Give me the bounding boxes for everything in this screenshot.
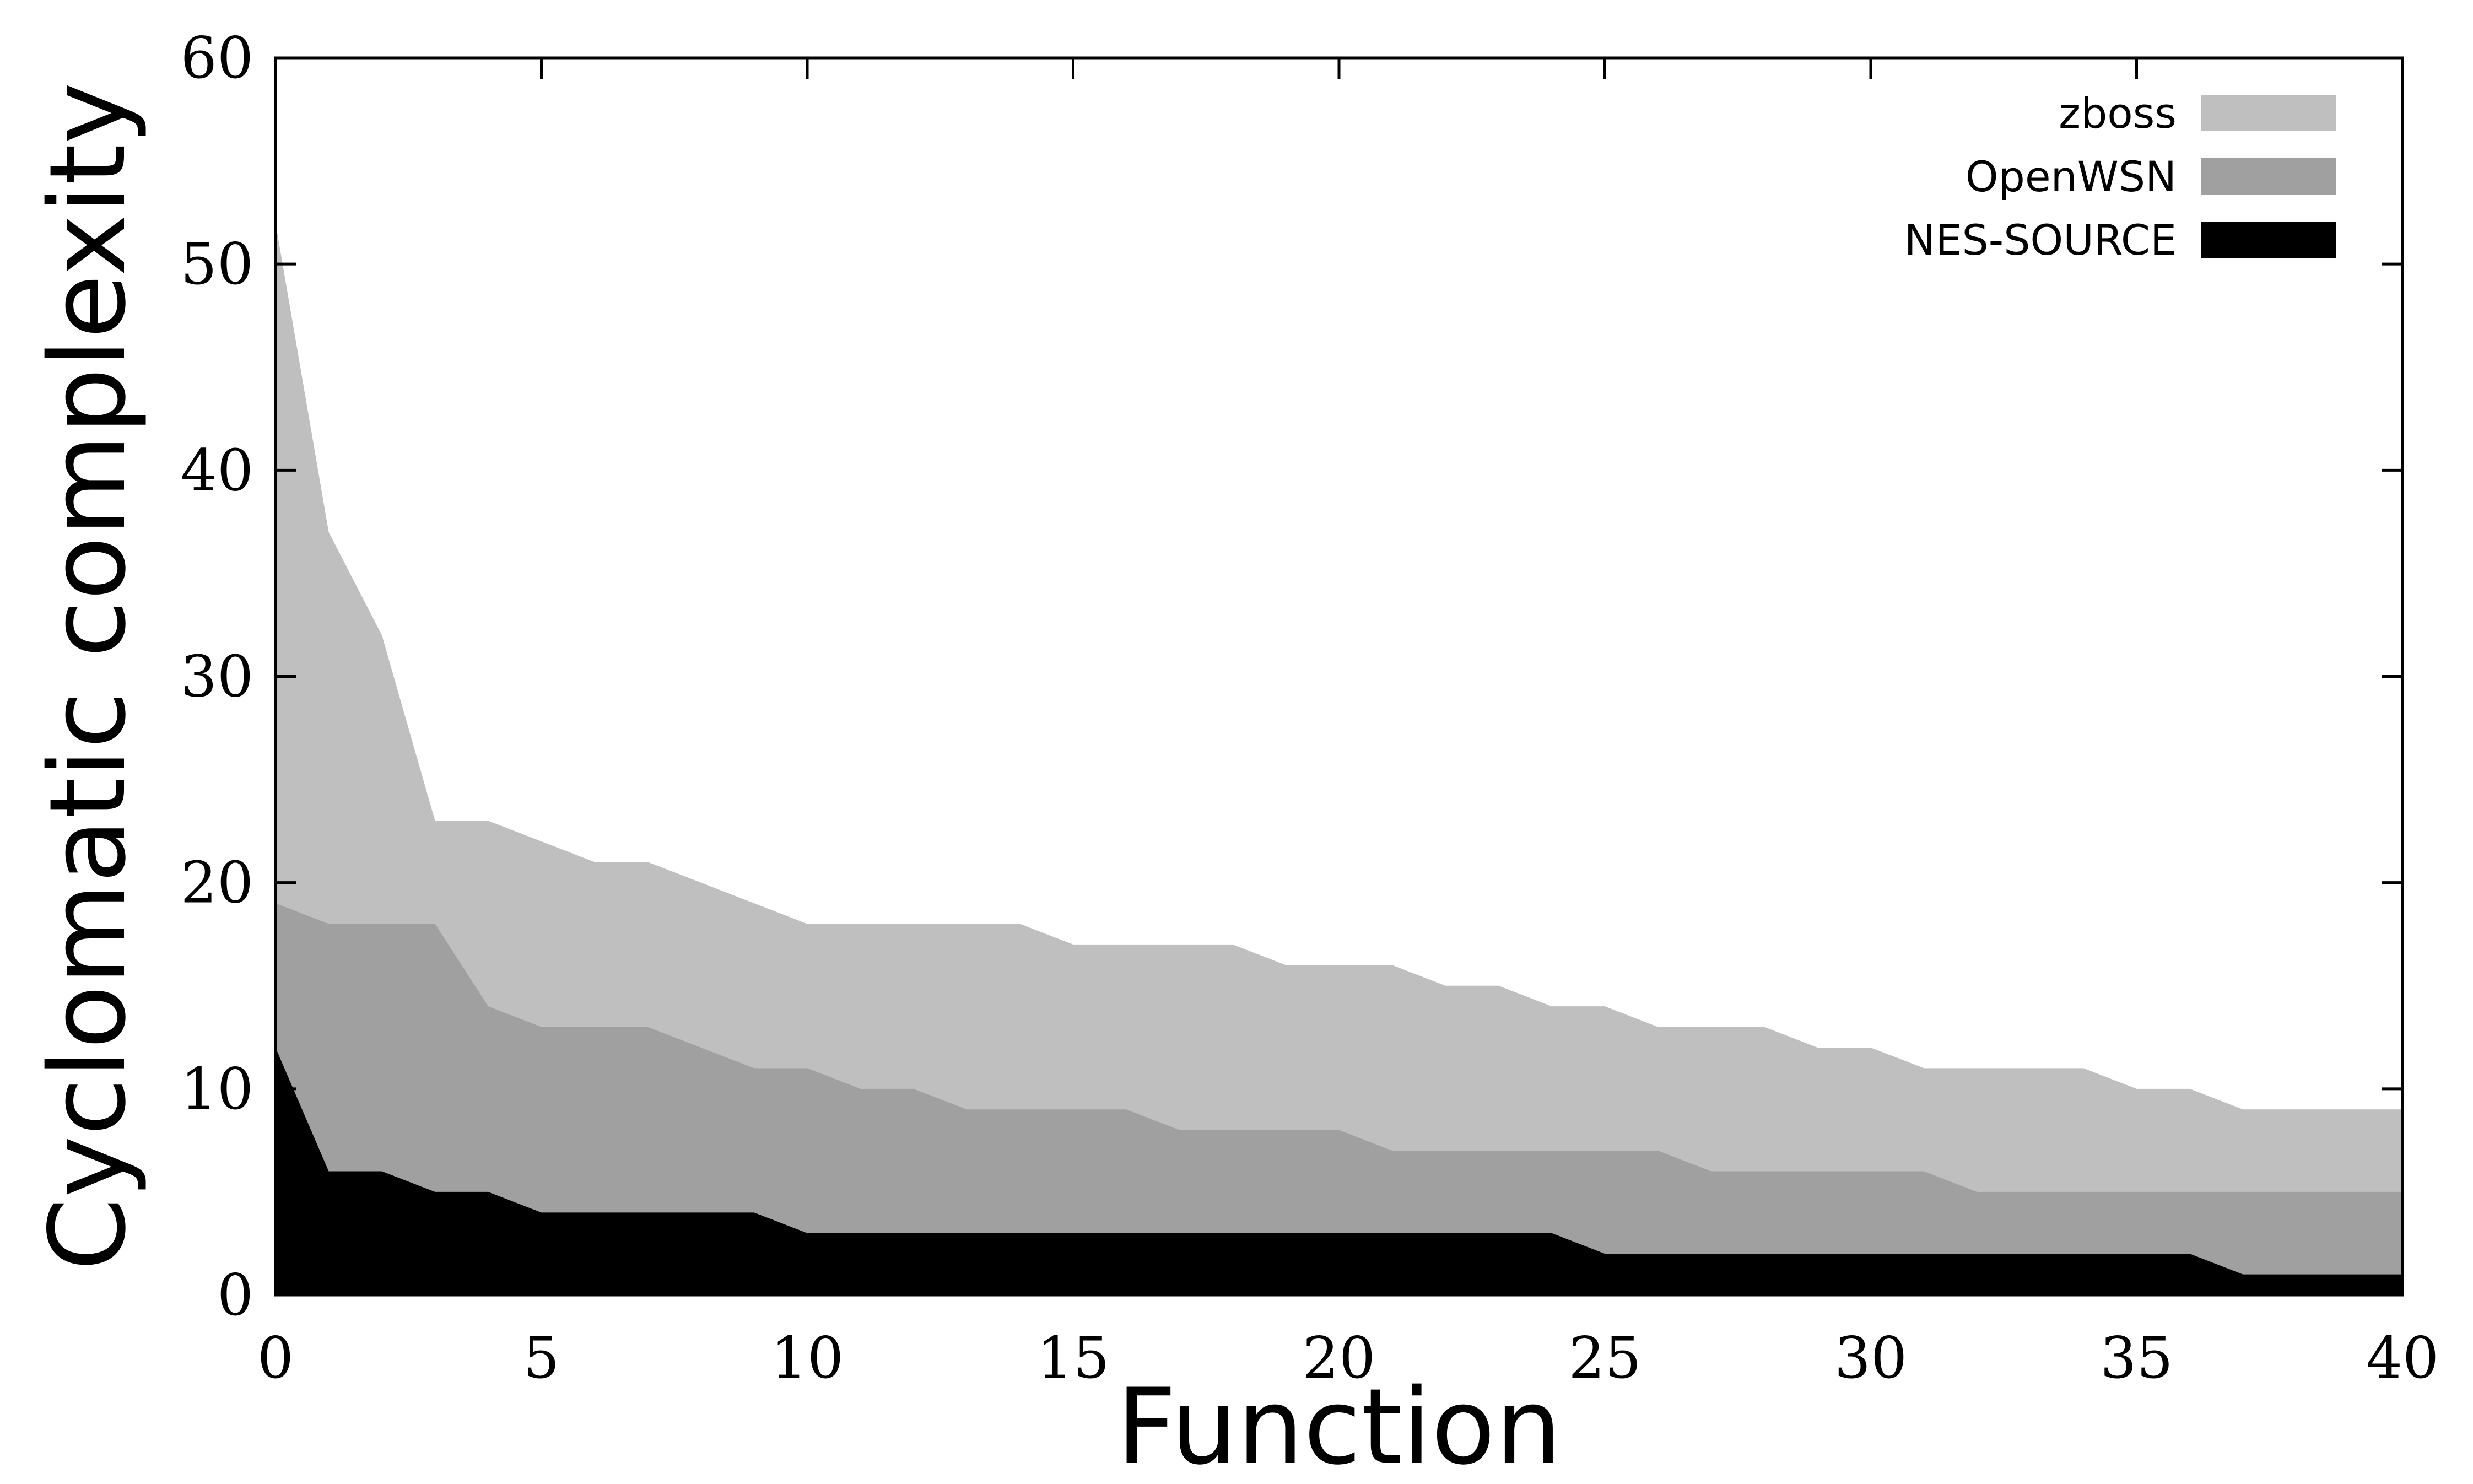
legend-label-zboss: zboss (2059, 89, 2177, 138)
legend-swatch-openwsn (2201, 158, 2336, 195)
legend-label-openwsn: OpenWSN (1966, 152, 2177, 201)
y-tick-label: 40 (181, 436, 253, 504)
y-tick-label: 30 (181, 643, 253, 710)
series-area-openwsn (276, 903, 2402, 1295)
y-tick-label: 50 (181, 230, 253, 298)
x-tick-label: 40 (2366, 1324, 2439, 1391)
axis-ticks (274, 56, 2404, 1297)
series-area-zboss (276, 223, 2402, 1295)
x-tick-label: 30 (1834, 1324, 1907, 1391)
x-tick-label: 20 (1303, 1324, 1375, 1391)
x-tick-label: 25 (1568, 1324, 1641, 1391)
x-tick-label: 0 (257, 1324, 294, 1391)
legend: zboss OpenWSN NES-SOURCE (1904, 89, 2336, 265)
series-areas (276, 223, 2402, 1295)
y-tick-label: 60 (181, 24, 253, 91)
x-axis-title: Function (1116, 1366, 1562, 1484)
legend-label-nes-source: NES-SOURCE (1904, 215, 2177, 265)
y-tick-labels: 0 10 20 30 40 50 60 (181, 24, 253, 1329)
legend-swatch-nes-source (2201, 222, 2336, 258)
x-tick-label: 10 (771, 1324, 844, 1391)
legend-swatch-zboss (2201, 95, 2336, 131)
x-tick-labels: 0 5 10 15 20 25 30 35 40 (257, 1324, 2439, 1391)
y-tick-label: 0 (217, 1261, 253, 1329)
x-tick-label: 35 (2100, 1324, 2173, 1391)
series-area-nes-source (276, 1048, 2402, 1295)
y-tick-label: 20 (181, 849, 253, 916)
x-tick-label: 15 (1036, 1324, 1109, 1391)
x-tick-label: 5 (523, 1324, 559, 1391)
y-tick-label: 10 (181, 1055, 253, 1123)
y-axis-title: Cyclomatic complexity (27, 82, 149, 1271)
